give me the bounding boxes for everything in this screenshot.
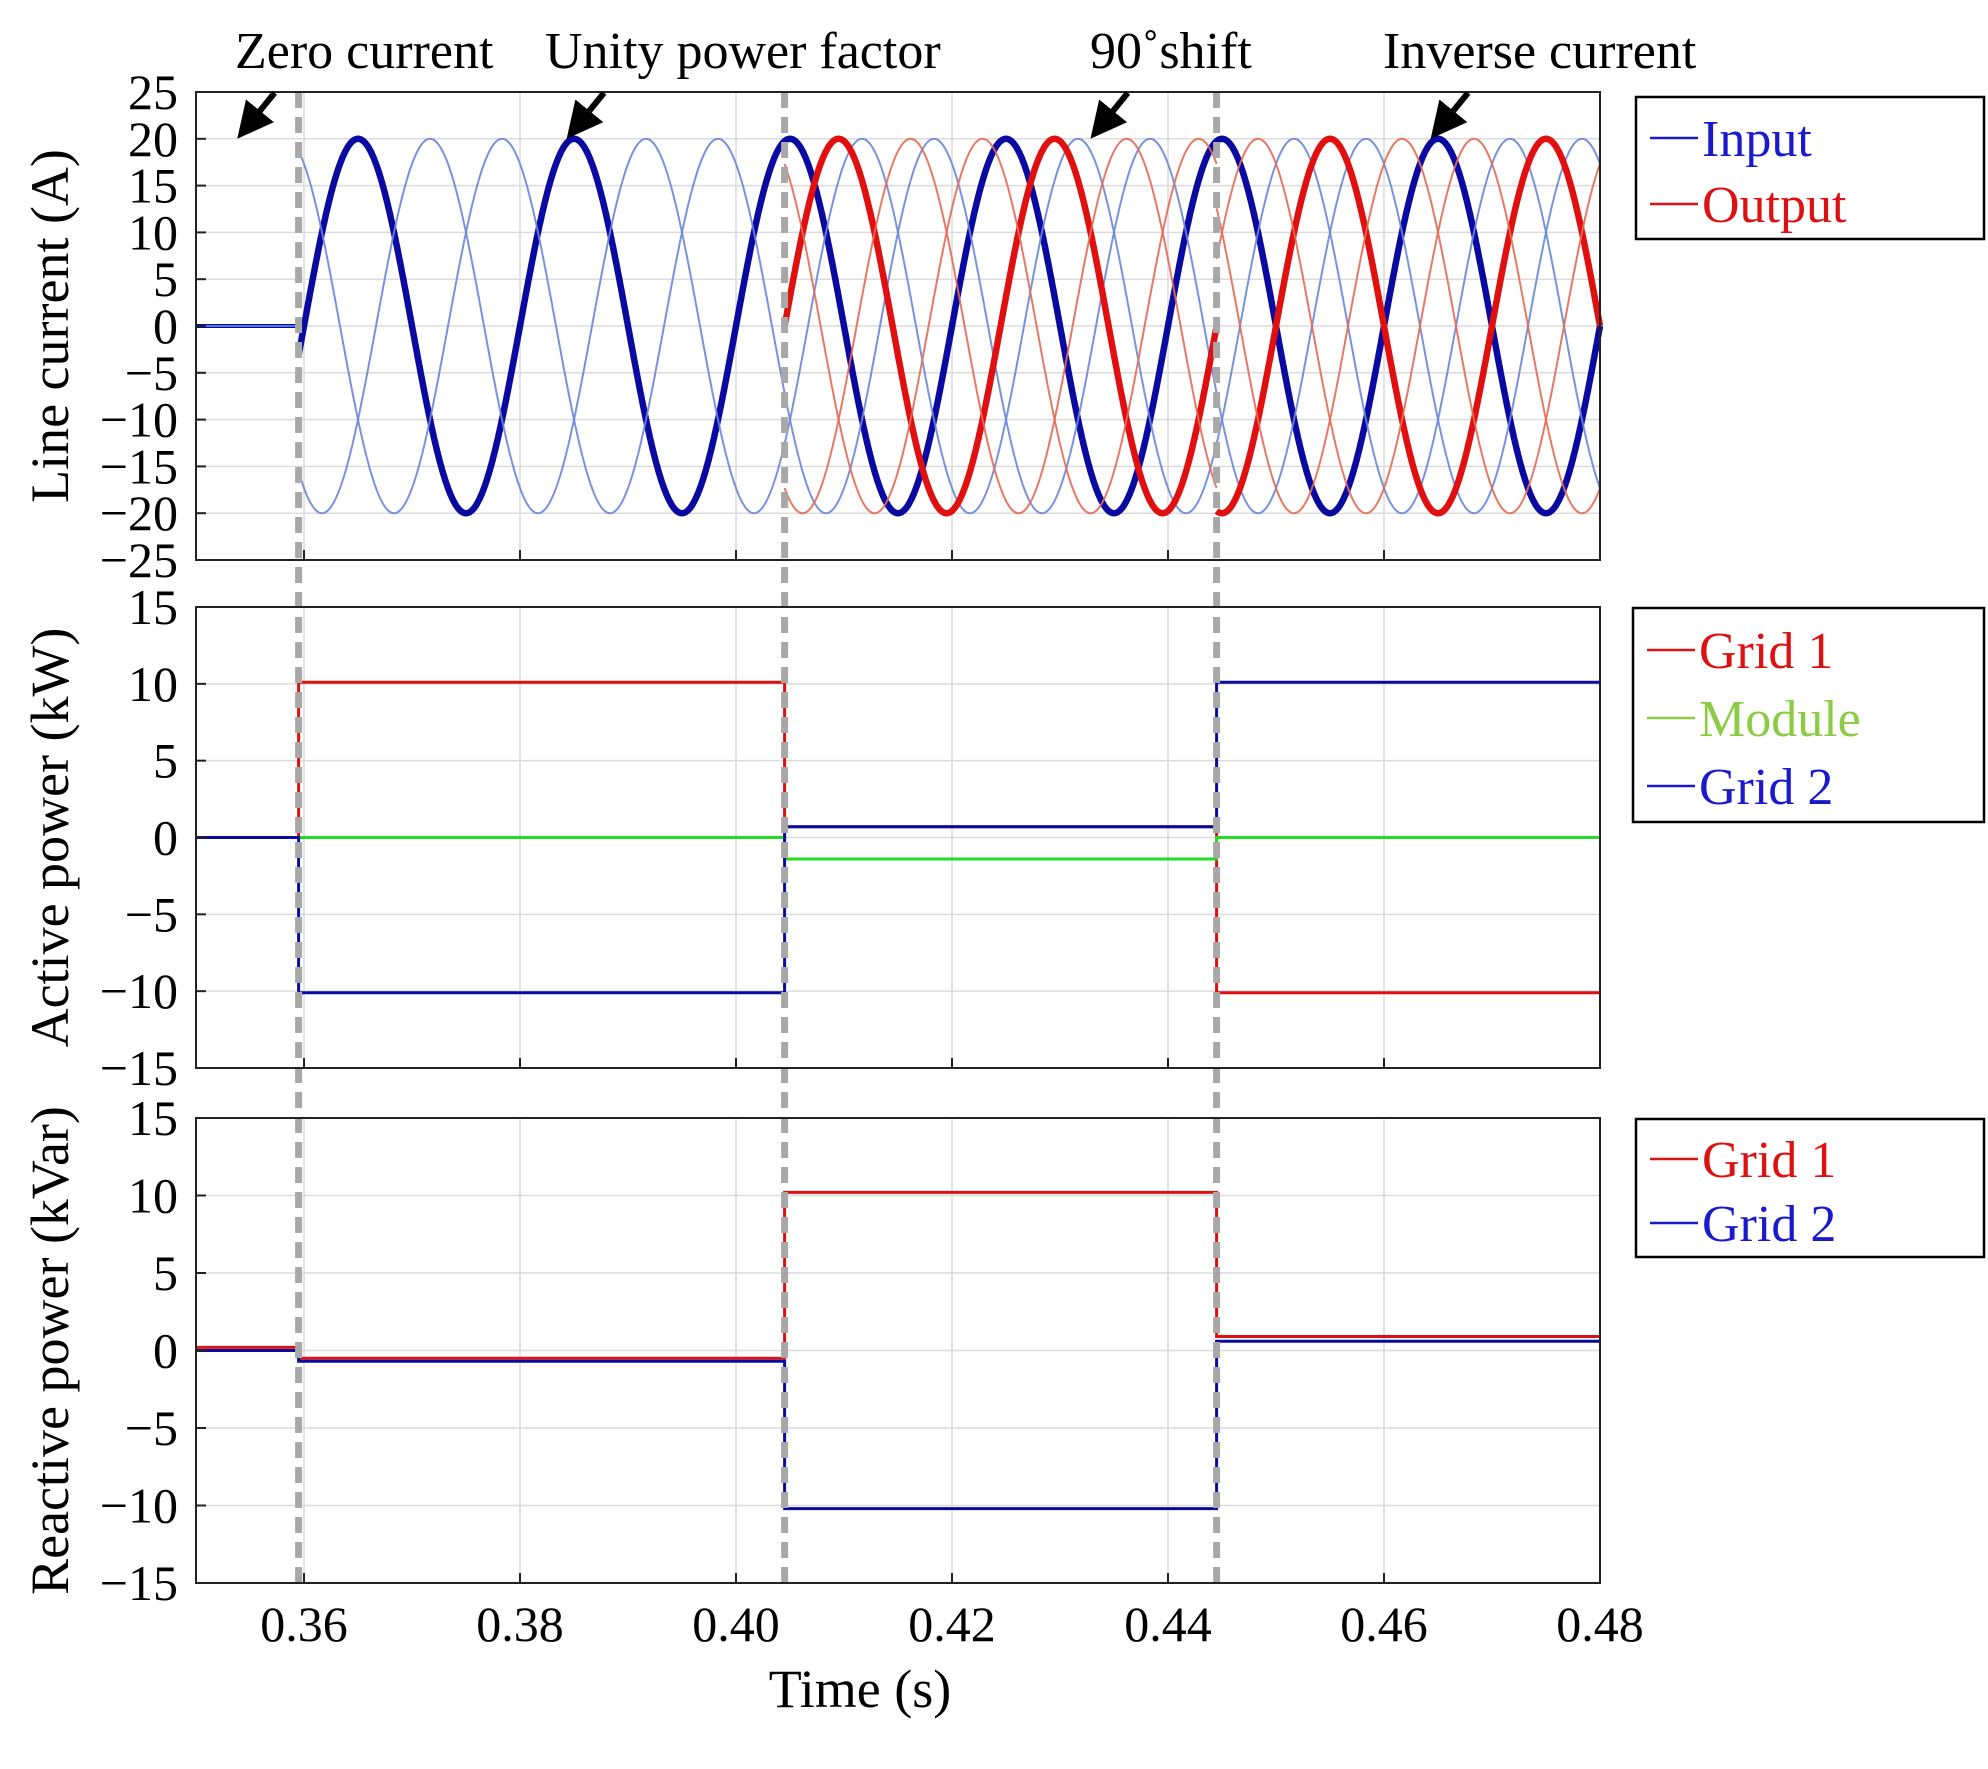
x-axis-title: Time (s) [769,1659,952,1719]
legend-entry-grid-2: Grid 2 [1699,759,1833,816]
output-phase-2-line [1215,137,1601,515]
y-axis-title: Active power (kW) [20,628,80,1048]
annotation-arrow [1430,90,1471,139]
y-tick-label: 5 [153,251,178,307]
plot-frame [195,91,1601,561]
legend-entry-grid-2: Grid 2 [1702,1196,1836,1253]
y-tick-label: −10 [100,963,178,1019]
input-phase-3-line [297,137,1601,515]
output-phase-3-line [783,137,1218,515]
y-tick-label: −10 [100,1478,178,1534]
y-tick-label: 5 [153,1245,178,1301]
legends-layer: Input Output Grid 1 Module Grid 2 Grid 1 Grid … [1631,95,1986,1259]
data-layer [196,135,1604,1511]
y-tick-label: 0 [153,810,178,866]
y-tick-label: −15 [100,438,178,494]
y-tick-label: 10 [128,1168,178,1224]
x-tick-label: 0.44 [1124,1596,1212,1652]
y-tick-label: 25 [128,64,178,120]
y-tick-label: 15 [128,158,178,214]
legend-entry-grid-1: Grid 1 [1699,623,1833,680]
y-tick-label: 10 [128,204,178,260]
output-phase-3-line [1215,137,1601,515]
series-grid-1-line [196,1190,1600,1360]
y-tick-label: −5 [125,345,178,401]
annotation-label: Inverse current [1383,23,1697,80]
legend-entry-output: Output [1702,177,1847,234]
plot-frame [195,1117,1601,1584]
annotation-label: 90˚shift [1090,23,1252,80]
y-tick-label: 5 [153,733,178,789]
y-axis-title: Line current (A) [20,149,80,503]
y-tick-label: −10 [100,392,178,448]
plot-frame [195,606,1601,1069]
y-tick-label: 0 [153,298,178,354]
y-tick-label: −15 [100,1040,178,1096]
output-phase-2-line [783,137,1218,515]
y-tick-label: −15 [100,1555,178,1611]
annotation-arrow [566,90,607,139]
annotation-label: Zero current [235,23,494,80]
series-grid-2-line [196,1339,1600,1511]
x-tick-label: 0.48 [1556,1596,1644,1652]
x-tick-label: 0.38 [476,1596,564,1652]
y-axis-title: Reactive power (kVar) [20,1106,80,1595]
y-tick-label: −5 [125,1400,178,1456]
y-tick-label: 10 [128,656,178,712]
legend-entry-module: Module [1699,691,1861,748]
legend-box [1634,1117,1986,1259]
x-tick-label: 0.46 [1340,1596,1428,1652]
annotation-arrow [237,90,277,139]
annotation-label: Unity power factor [545,23,941,80]
output-phase-1-line [1213,135,1604,517]
annotation-arrow [1090,90,1131,139]
y-tick-label: 15 [128,1090,178,1146]
y-tick-label: −5 [125,886,178,942]
input-phase-2-line [297,137,1601,515]
x-tick-label: 0.36 [260,1596,348,1652]
y-tick-label: 20 [128,111,178,167]
y-tick-label: −25 [100,532,178,588]
y-tick-label: 15 [128,579,178,635]
legend-entry-grid-1: Grid 1 [1702,1132,1836,1189]
legend-box [1634,95,1986,241]
y-tick-label: 0 [153,1323,178,1379]
series-module-line [196,836,1600,861]
x-tick-label: 0.42 [908,1596,996,1652]
output-phase-1-line [781,135,1220,517]
y-tick-label: −20 [100,485,178,541]
x-tick-label: 0.40 [692,1596,780,1652]
legend-entry-input: Input [1702,111,1812,168]
frames-layer [195,91,1601,1584]
